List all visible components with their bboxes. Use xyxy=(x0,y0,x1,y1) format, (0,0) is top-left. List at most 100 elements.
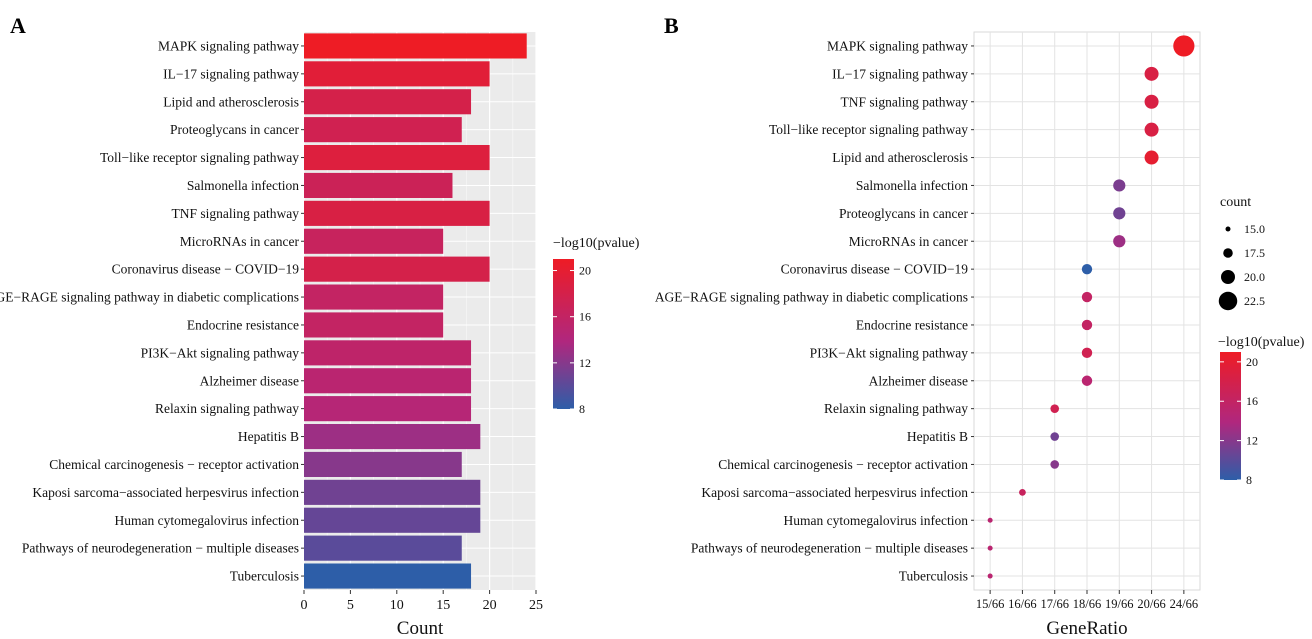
bar xyxy=(304,61,490,86)
x-axis-title-a: Count xyxy=(397,618,444,639)
category-label: Tuberculosis xyxy=(230,569,299,584)
bar xyxy=(304,480,480,505)
x-tick-label: 18/66 xyxy=(1073,597,1101,611)
category-label: PI3K−Akt signaling pathway xyxy=(810,345,969,360)
category-labels-b: MAPK signaling pathway IL−17 signaling pa… xyxy=(655,38,974,583)
dot xyxy=(1082,320,1092,330)
category-labels-a: MAPK signaling pathwayIL−17 signaling pa… xyxy=(0,38,304,583)
x-tick-label: 5 xyxy=(347,598,354,613)
dot xyxy=(1050,460,1059,469)
bar xyxy=(304,89,471,114)
x-tick-label: 16/66 xyxy=(1008,597,1036,611)
category-label: AGE−RAGE signaling pathway in diabetic c… xyxy=(655,290,968,305)
size-legend-items-b: 15.0 17.5 20.0 22.5 xyxy=(1219,222,1265,310)
bar xyxy=(304,257,490,282)
dot-chart-panel: MAPK signaling pathway IL−17 signaling pa… xyxy=(655,32,1200,639)
size-legend-dot xyxy=(1221,270,1235,284)
dot xyxy=(1145,95,1159,109)
color-legend-title-b: −log10(pvalue) xyxy=(1218,335,1305,350)
dot xyxy=(1145,151,1159,165)
category-label: Kaposi sarcoma−associated herpesvirus in… xyxy=(32,485,299,500)
bar xyxy=(304,563,471,588)
category-label: Proteoglycans in cancer xyxy=(839,206,968,221)
bar xyxy=(304,117,462,142)
bar xyxy=(304,33,527,58)
category-label: MAPK signaling pathway xyxy=(827,38,968,53)
color-tick-label: 8 xyxy=(1246,473,1252,487)
bar xyxy=(304,508,480,533)
category-label: Endocrine resistance xyxy=(187,317,299,332)
size-legend-b: count 15.017.520.022.5 xyxy=(1219,195,1265,310)
color-tick-label: 8 xyxy=(579,402,585,416)
dot xyxy=(1082,376,1092,386)
color-tick-label: 16 xyxy=(1246,394,1258,408)
x-tick-label: 20 xyxy=(483,598,497,613)
category-label: Salmonella infection xyxy=(187,178,299,193)
color-tick-label: 20 xyxy=(579,264,591,278)
size-legend-title-b: count xyxy=(1220,195,1251,210)
size-legend-label: 22.5 xyxy=(1244,294,1265,308)
x-axis-title-b: GeneRatio xyxy=(1046,618,1127,639)
category-label: Relaxin signaling pathway xyxy=(155,401,299,416)
bar xyxy=(304,229,443,254)
category-label: Relaxin signaling pathway xyxy=(824,401,968,416)
dot xyxy=(1113,235,1125,247)
category-label: PI3K−Akt signaling pathway xyxy=(141,345,300,360)
color-tick-label: 12 xyxy=(1246,434,1258,448)
bar xyxy=(304,201,490,226)
category-label: AGE−RAGE signaling pathway in diabetic c… xyxy=(0,290,299,305)
category-label: Chemical carcinogenesis − receptor activ… xyxy=(49,457,299,472)
color-legend-title-a: −log10(pvalue) xyxy=(553,236,640,251)
color-bar-b xyxy=(1220,352,1241,480)
dot xyxy=(1082,292,1092,302)
x-tick-labels-a: 0 5 10 15 20 25 xyxy=(301,590,544,613)
color-bar-a xyxy=(553,259,574,409)
x-tick-label: 25 xyxy=(529,598,543,613)
bar xyxy=(304,312,443,337)
category-label: Alzheimer disease xyxy=(869,373,968,388)
category-label: Toll−like receptor signaling pathway xyxy=(769,122,968,137)
color-legend-a: −log10(pvalue) 8 12 16 20 xyxy=(553,236,640,416)
dot xyxy=(1113,207,1125,219)
category-label: Tuberculosis xyxy=(899,569,968,584)
category-label: TNF signaling pathway xyxy=(172,206,300,221)
bar xyxy=(304,368,471,393)
category-label: Human cytomegalovirus infection xyxy=(784,513,969,528)
category-label: Pathways of neurodegeneration − multiple… xyxy=(691,541,968,556)
x-tick-labels-b: 15/66 16/66 17/66 18/66 19/66 20/66 24/66 xyxy=(976,590,1198,611)
category-label: Pathways of neurodegeneration − multiple… xyxy=(22,541,299,556)
dot xyxy=(1082,264,1092,274)
dot xyxy=(1173,35,1194,56)
category-label: IL−17 signaling pathway xyxy=(832,66,968,81)
dot xyxy=(1145,123,1159,137)
dot xyxy=(988,546,993,551)
dot xyxy=(988,518,993,523)
category-label: Alzheimer disease xyxy=(200,373,299,388)
category-label: TNF signaling pathway xyxy=(841,94,969,109)
category-label: Endocrine resistance xyxy=(856,317,968,332)
category-label: Lipid and atherosclerosis xyxy=(832,150,968,165)
dot xyxy=(1019,489,1026,496)
dot xyxy=(1050,404,1059,413)
category-label: Kaposi sarcoma−associated herpesvirus in… xyxy=(701,485,968,500)
bar-chart-panel: MAPK signaling pathway IL−17 signaling pa… xyxy=(0,32,543,639)
bar xyxy=(304,284,443,309)
x-tick-label: 0 xyxy=(301,598,308,613)
x-tick-label: 20/66 xyxy=(1137,597,1165,611)
x-tick-label: 19/66 xyxy=(1105,597,1133,611)
dot xyxy=(1113,179,1125,191)
panel-letter-a: A xyxy=(10,13,26,38)
category-label: Coronavirus disease − COVID−19 xyxy=(781,262,969,277)
size-legend-dot xyxy=(1226,227,1231,232)
dot xyxy=(1050,432,1059,441)
category-label: Hepatitis B xyxy=(238,429,299,444)
x-tick-label: 15/66 xyxy=(976,597,1004,611)
category-label: Proteoglycans in cancer xyxy=(170,122,299,137)
bar xyxy=(304,173,452,198)
category-label: MicroRNAs in cancer xyxy=(849,234,969,249)
category-label: Coronavirus disease − COVID−19 xyxy=(112,262,300,277)
bar xyxy=(304,396,471,421)
dot xyxy=(988,574,993,579)
size-legend-label: 17.5 xyxy=(1244,246,1265,260)
